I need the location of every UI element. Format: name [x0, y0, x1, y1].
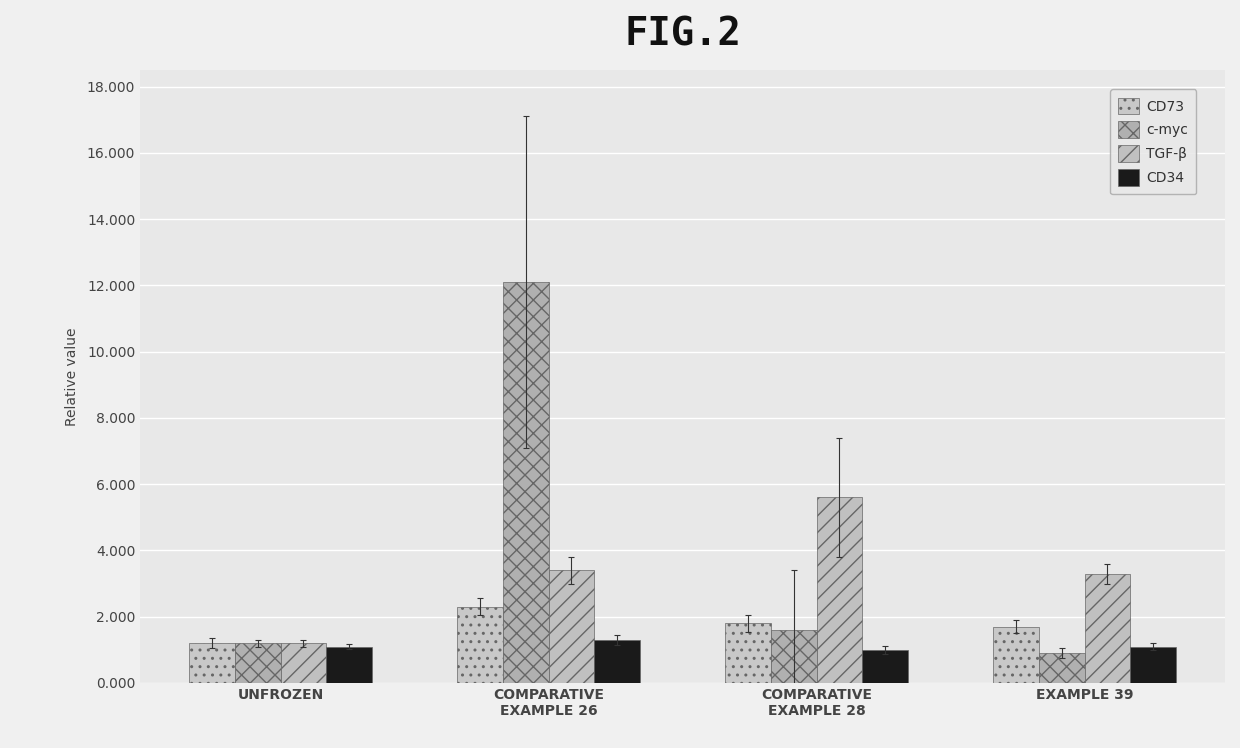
Bar: [862, 650, 908, 683]
Bar: [817, 497, 862, 683]
Bar: [1039, 653, 1085, 683]
Bar: [1085, 574, 1130, 683]
Bar: [1130, 646, 1176, 683]
Bar: [458, 607, 503, 683]
Bar: [326, 646, 372, 683]
Bar: [725, 623, 771, 683]
Bar: [190, 643, 236, 683]
Bar: [594, 640, 640, 683]
Bar: [236, 643, 280, 683]
Bar: [548, 570, 594, 683]
Bar: [280, 643, 326, 683]
Legend: CD73, c-myc, TGF-β, CD34: CD73, c-myc, TGF-β, CD34: [1110, 89, 1197, 194]
Y-axis label: Relative value: Relative value: [64, 327, 78, 426]
Bar: [503, 282, 548, 683]
Title: FIG.2: FIG.2: [624, 15, 742, 53]
Bar: [771, 630, 817, 683]
Bar: [993, 627, 1039, 683]
